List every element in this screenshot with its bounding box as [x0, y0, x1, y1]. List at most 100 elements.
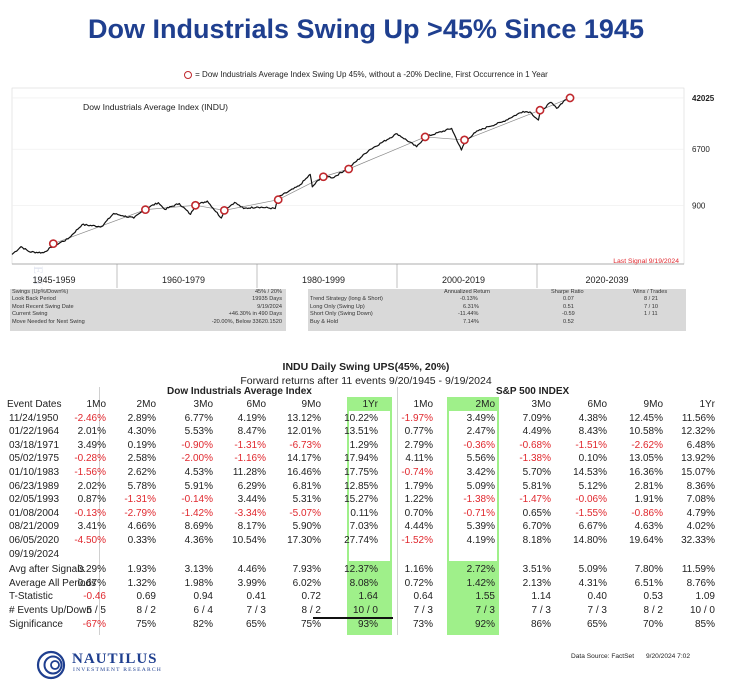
table-cell: -4.50%	[74, 534, 106, 546]
table-row: 01/08/2004 -0.13% -2.79% -1.42% -3.34% -5.07%…	[7, 507, 719, 521]
highlight-1yr-summary	[347, 561, 392, 635]
stats-right-row: Short Only (Swing Down) -11.44% -0.59 1 / 1…	[310, 311, 658, 318]
table-cell: 8 / 2	[301, 604, 321, 616]
x-tick-label: 2000-2019	[442, 275, 485, 285]
table-cell: 5.70%	[522, 466, 551, 478]
table-cell: 4.44%	[404, 521, 433, 533]
table-row: 05/02/1975 -0.28% 2.58% -2.00% -1.16% 14.17% 1…	[7, 452, 719, 466]
table-cell: 86%	[530, 618, 551, 630]
signal-marker	[191, 200, 200, 210]
row-label: Significance	[9, 618, 63, 630]
table-subtitle: Forward returns after 11 events 9/20/194…	[240, 375, 492, 387]
row-label: 09/19/2024	[9, 548, 60, 560]
row-label: 06/23/1989	[9, 480, 60, 492]
column-separator	[397, 387, 398, 635]
table-cell: 14.80%	[573, 534, 607, 546]
column-header: 3Mo	[193, 399, 213, 410]
table-cell: 12.01%	[287, 426, 321, 438]
table-cell: 4.63%	[634, 521, 663, 533]
table-cell: 1.79%	[404, 480, 433, 492]
row-label: 11/24/1950	[9, 412, 59, 424]
table-cell: 1.22%	[404, 494, 433, 506]
signal-marker	[420, 132, 430, 142]
table-cell: 6.29%	[237, 480, 266, 492]
row-label: 01/22/1964	[9, 426, 60, 438]
table-cell: -0.06%	[575, 494, 607, 506]
signal-marker-icon	[184, 70, 193, 79]
table-cell: 4.19%	[466, 534, 495, 546]
column-header: 1Mo	[413, 399, 433, 410]
summary-row: # Events Up/Down 5 / 5 8 / 2 6 / 4 7 / 3 8 / …	[7, 604, 719, 618]
stats-right-row: Trend Strategy (long & Short) -0.13% 0.07 8…	[310, 296, 658, 303]
table-cell: 2.81%	[634, 480, 663, 492]
signal-marker	[344, 164, 354, 174]
table-row: 09/19/2024	[7, 548, 719, 562]
logo-ring-inner	[50, 660, 60, 670]
table-cell: -2.62%	[631, 439, 663, 451]
row-label: Average All Periods	[9, 577, 97, 589]
table-cell: -0.86%	[631, 507, 663, 519]
table-cell: 3.51%	[522, 564, 551, 576]
chart-inner-title: Dow Industrials Average Index (INDU)	[83, 102, 228, 112]
signal-marker	[219, 205, 229, 215]
row-label: 05/02/1975	[9, 453, 60, 465]
table-cell: -1.38%	[519, 453, 551, 465]
table-cell: -1.47%	[519, 494, 551, 506]
table-row: 06/05/2020 -4.50% 0.33% 4.36% 10.54% 17.30% 27…	[7, 534, 719, 548]
table-cell: 4.79%	[686, 507, 715, 519]
table-cell: 0.94	[193, 591, 213, 603]
signal-markers	[48, 93, 575, 249]
table-cell: -1.51%	[575, 439, 607, 451]
table-cell: 1.98%	[184, 577, 213, 589]
stats-left-row: Look Back Period 19935 Days	[12, 296, 282, 303]
swing-trend-line	[348, 136, 426, 170]
table-cell: 14.17%	[287, 453, 321, 465]
table-cell: 5.09%	[578, 564, 607, 576]
chart-title: Dow Industrials Swing Up >45% Since 1945	[88, 14, 644, 44]
y-tick-label: 42025	[692, 94, 715, 103]
table-cell: 2.01%	[77, 426, 106, 438]
y-tick-label: 900	[692, 201, 706, 210]
column-header: 2Mo	[475, 399, 495, 410]
highlight-2mo-header	[447, 397, 499, 411]
stats-left-row: Swings (Up%/Down%) 45% / 20%	[12, 289, 282, 295]
row-label: # Events Up/Down	[9, 604, 92, 616]
column-header: 9Mo	[301, 399, 321, 410]
logo-ring-middle	[43, 655, 63, 675]
table-cell: 19.64%	[629, 534, 663, 546]
table-cell: 12.45%	[629, 412, 663, 424]
column-header: 2Mo	[136, 399, 156, 410]
table-cell: -0.28%	[74, 453, 106, 465]
table-cell: 17.94%	[344, 453, 378, 465]
last-signal-label: Last Signal 9/19/2024	[613, 258, 679, 265]
table-cell: 0.77%	[404, 426, 433, 438]
table-cell: 12.85%	[344, 480, 378, 492]
table-row: 01/22/1964 2.01% 4.30% 5.53% 8.47% 12.01% 13.5…	[7, 425, 719, 439]
table-cell: 0.11%	[350, 507, 378, 519]
table-cell: 8.76%	[686, 577, 715, 589]
table-cell: -2.46%	[74, 412, 106, 424]
signal-marker	[273, 195, 283, 205]
table-cell: 4.46%	[237, 564, 266, 576]
table-cell: 7.09%	[522, 412, 551, 424]
swing-trend-line	[145, 204, 196, 211]
table-cell: 4.49%	[522, 426, 551, 438]
table-cell: 5.90%	[292, 521, 321, 533]
table-cell: 0.70%	[404, 507, 433, 519]
table-cell: 0.33%	[127, 534, 156, 546]
x-tick-label: 1980-1999	[302, 275, 345, 285]
nautilus-logo	[36, 650, 66, 680]
table-cell: 17.30%	[287, 534, 321, 546]
table-cell: 2.62%	[127, 466, 156, 478]
table-title: INDU Daily Swing UPS(45%, 20%)	[282, 361, 450, 373]
stats-left-row: Move Needed for Next Swing -20.00%, Below…	[12, 318, 282, 325]
stats-right-row: Buy & Hold 7.14% 0.52	[310, 318, 574, 325]
signal-marker	[460, 135, 469, 145]
table-cell: 7.93%	[292, 564, 321, 576]
table-cell: -67%	[82, 618, 106, 630]
table-cell: 1.64	[358, 591, 378, 603]
column-header: Event Dates	[7, 399, 62, 410]
table-cell: -0.36%	[463, 439, 495, 451]
table-cell: 1.32%	[127, 577, 156, 589]
swing-trend-line	[464, 109, 541, 141]
